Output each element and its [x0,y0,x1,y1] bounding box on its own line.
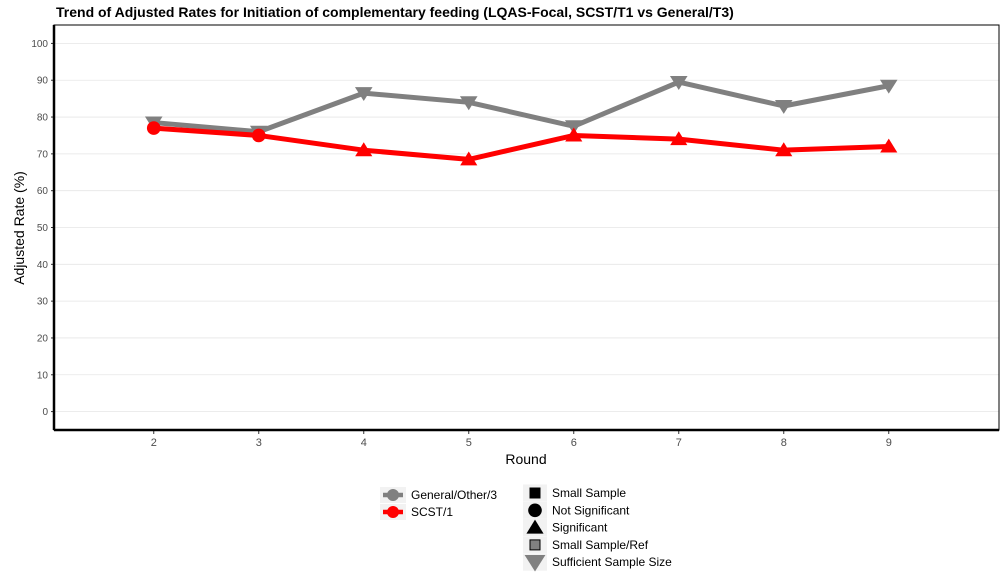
y-axis: 0 10 20 30 40 50 60 70 80 90 100 [31,39,54,418]
x-tick-label: 2 [151,437,157,449]
x-tick-label: 3 [256,437,262,449]
legend-label: Not Significant [552,503,630,517]
legend-shape [529,539,541,551]
x-tick-label: 6 [571,437,577,449]
legend-shape [526,519,544,534]
y-tick-label: 70 [37,149,49,160]
data-point [565,127,583,142]
data-point [670,131,688,146]
data-point [251,128,266,143]
series-line [151,79,892,135]
legend-label: General/Other/3 [411,488,497,502]
x-axis-label: Round [505,451,546,467]
y-tick-label: 90 [37,76,49,87]
data-point [354,87,373,102]
legend-shape [524,555,546,572]
x-tick-label: 4 [361,437,367,449]
y-tick-label: 100 [31,39,48,50]
legend-label: Significant [552,521,608,535]
y-tick-label: 20 [37,333,49,344]
data-point [564,120,583,135]
y-axis-label: Adjusted Rate (%) [11,171,27,285]
legend-label: SCST/1 [411,505,453,519]
data-point [880,138,898,153]
y-tick-label: 40 [37,260,49,271]
legend-shape [528,503,542,518]
gridlines [54,43,999,412]
legend-label: Small Sample [552,486,626,500]
data-point [355,142,373,157]
data-point [879,79,898,94]
y-tick-label: 80 [37,113,49,124]
y-tick-label: 60 [37,186,49,197]
x-tick-label: 9 [886,437,892,449]
data-point [669,76,688,90]
x-tick-label: 7 [676,437,682,449]
y-tick-label: 0 [42,407,48,418]
chart-title: Trend of Adjusted Rates for Initiation o… [56,4,734,20]
y-tick-label: 10 [37,370,49,381]
y-tick-label: 30 [37,297,49,308]
data-point [774,99,793,114]
series-lines [151,79,892,162]
legend-marker [387,489,399,501]
x-tick-label: 8 [781,437,787,449]
legend-shape [529,487,541,499]
data-point [146,121,161,135]
data-point [459,96,478,111]
legend-marker [387,506,399,518]
x-axis: 2 3 4 5 6 7 8 9 [151,430,892,449]
legend-label: Small Sample/Ref [552,538,649,552]
x-tick-label: 5 [466,437,472,449]
data-point [775,142,793,157]
legend-label: Sufficient Sample Size [552,555,672,569]
series-markers [144,76,898,166]
series-line [151,125,892,162]
data-point [460,151,478,166]
y-tick-label: 50 [37,223,49,234]
legend: General/Other/3 SCST/1 Small Sample Not Sig… [380,484,672,572]
